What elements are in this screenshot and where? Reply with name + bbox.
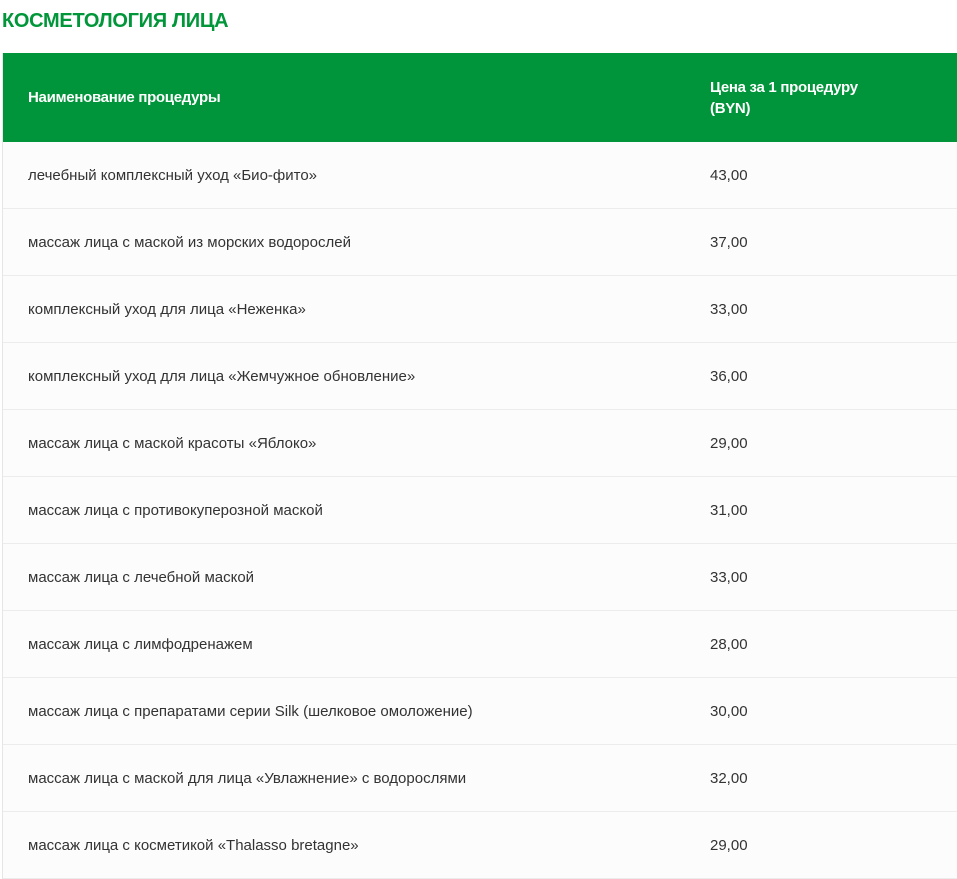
procedure-name: массаж лица с препаратами серии Silk (ше… bbox=[28, 702, 473, 720]
procedure-name: лечебный комплексный уход «Био-фито» bbox=[28, 166, 318, 184]
procedure-price: 30,00 bbox=[710, 702, 748, 720]
procedure-name: массаж лица с косметикой «Thalasso breta… bbox=[28, 836, 359, 854]
table-row: массаж лица с маской для лица «Увлажнени… bbox=[3, 745, 957, 812]
table-row: массаж лица с маской из морских водоросл… bbox=[3, 209, 957, 276]
table-row: комплексный уход для лица «Жемчужное обн… bbox=[3, 343, 957, 410]
procedure-name: массаж лица с лимфодренажем bbox=[28, 635, 253, 653]
procedure-price: 28,00 bbox=[710, 635, 748, 653]
table-row: комплексный уход для лица «Неженка» 33,00 bbox=[3, 276, 957, 343]
table-row: массаж лица с косметикой «Thalasso breta… bbox=[3, 812, 957, 879]
table-row: массаж лица с противокуперозной маской 31… bbox=[3, 477, 957, 544]
procedure-name: комплексный уход для лица «Жемчужное обн… bbox=[28, 367, 416, 385]
procedure-price: 29,00 bbox=[710, 836, 748, 854]
header-price-line1: Цена за 1 процедуру bbox=[710, 78, 858, 96]
procedure-price: 43,00 bbox=[710, 166, 748, 184]
table-row: массаж лица с маской красоты «Яблоко» 29,… bbox=[3, 410, 957, 477]
procedure-name: массаж лица с маской из морских водоросл… bbox=[28, 233, 351, 251]
procedure-price: 31,00 bbox=[710, 501, 748, 519]
procedure-price: 32,00 bbox=[710, 769, 748, 787]
procedure-price: 37,00 bbox=[710, 233, 748, 251]
table-row: массаж лица с лимфодренажем 28,00 bbox=[3, 611, 957, 678]
table-row: массаж лица с препаратами серии Silk (ше… bbox=[3, 678, 957, 745]
header-price-line2: (BYN) bbox=[710, 99, 751, 117]
table-header: Наименование процедуры Цена за 1 процеду… bbox=[3, 53, 957, 142]
price-table: Наименование процедуры Цена за 1 процеду… bbox=[2, 53, 957, 879]
procedure-price: 33,00 bbox=[710, 300, 748, 318]
header-price: Цена за 1 процедуру (BYN) bbox=[710, 77, 957, 119]
section-title: КОСМЕТОЛОГИЯ ЛИЦА bbox=[2, 10, 229, 32]
table-body: лечебный комплексный уход «Био-фито» 43,0… bbox=[3, 142, 957, 879]
procedure-name: массаж лица с лечебной маской bbox=[28, 568, 255, 586]
procedure-name: массаж лица с маской для лица «Увлажнени… bbox=[28, 769, 467, 787]
procedure-price: 29,00 bbox=[710, 434, 748, 452]
procedure-price: 33,00 bbox=[710, 568, 748, 586]
procedure-name: массаж лица с маской красоты «Яблоко» bbox=[28, 434, 317, 452]
table-row: лечебный комплексный уход «Био-фито» 43,0… bbox=[3, 142, 957, 209]
procedure-name: массаж лица с противокуперозной маской bbox=[28, 501, 323, 519]
procedure-price: 36,00 bbox=[710, 367, 748, 385]
header-procedure-name: Наименование процедуры bbox=[28, 89, 221, 106]
table-row: массаж лица с лечебной маской 33,00 bbox=[3, 544, 957, 611]
procedure-name: комплексный уход для лица «Неженка» bbox=[28, 300, 306, 318]
